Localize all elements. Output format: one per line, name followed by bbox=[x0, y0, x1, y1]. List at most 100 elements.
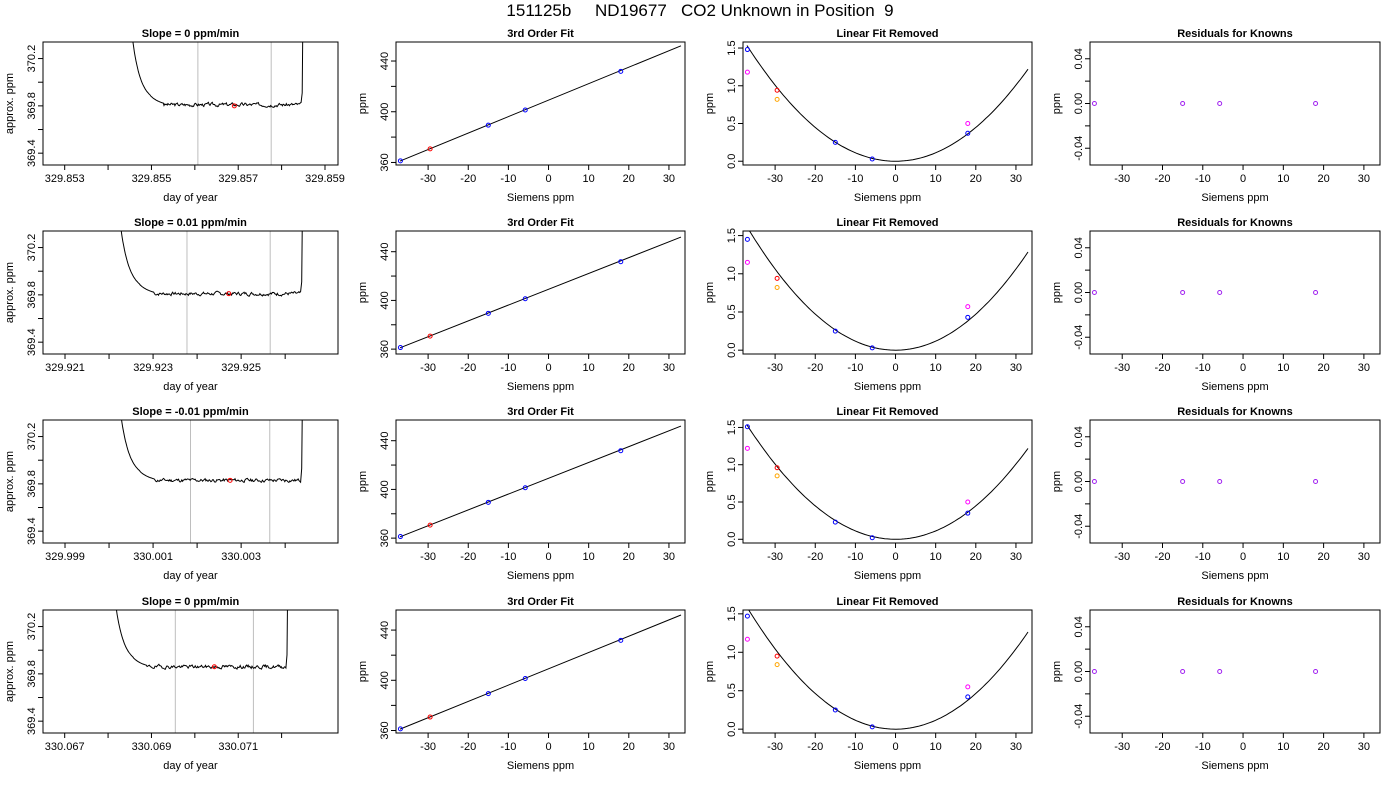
x-axis: -30 -20 -10 0 10 20 30 bbox=[767, 165, 1022, 185]
standard-point bbox=[522, 485, 528, 491]
x-axis: -30 -20 -10 0 10 20 30 bbox=[767, 733, 1022, 753]
axes-frame bbox=[395, 419, 686, 544]
y-axis: 369.4 369.8 370.2 bbox=[26, 613, 43, 735]
unknown-red-point bbox=[774, 465, 780, 471]
x-tick-label: 30 bbox=[663, 551, 675, 563]
standard-point bbox=[618, 448, 624, 454]
x-tick-label: -30 bbox=[1114, 551, 1130, 563]
x-tick-label: 0 bbox=[1240, 362, 1246, 374]
unknown-point bbox=[427, 522, 433, 528]
y-axis-label: approx. ppm bbox=[4, 641, 16, 702]
x-tick-label: 20 bbox=[623, 551, 635, 563]
x-axis-label: Siemens ppm bbox=[854, 381, 921, 393]
unknown-point bbox=[427, 714, 433, 720]
x-tick-label: -20 bbox=[807, 362, 823, 374]
magenta-point bbox=[744, 69, 750, 75]
x-tick-label: 0 bbox=[545, 741, 551, 753]
x-tick-label: -10 bbox=[847, 173, 863, 185]
y-axis-label: ppm bbox=[704, 471, 716, 492]
residual-point bbox=[1180, 101, 1186, 106]
y-tick-label: 1.0 bbox=[726, 78, 738, 93]
plot-area bbox=[121, 420, 303, 543]
axes-frame bbox=[1089, 609, 1381, 734]
y-tick-label: 0.0 bbox=[726, 722, 738, 737]
x-tick-label: -20 bbox=[1155, 362, 1171, 374]
axes-frame bbox=[1089, 41, 1381, 166]
y-axis-label: approx. ppm bbox=[4, 73, 16, 134]
x-axis: -30 -20 -10 0 10 20 30 bbox=[767, 543, 1022, 563]
residual-point bbox=[1091, 669, 1097, 674]
x-tick-label: 20 bbox=[970, 362, 982, 374]
quadratic-curve bbox=[748, 231, 1029, 351]
x-tick-label: 330.003 bbox=[221, 551, 261, 563]
x-axis: -30 -20 -10 0 10 20 30 bbox=[420, 165, 675, 185]
standard-point bbox=[485, 691, 491, 697]
plot-area bbox=[744, 610, 1029, 730]
plot-area bbox=[120, 231, 303, 354]
plot-area bbox=[1091, 290, 1319, 295]
average-point bbox=[211, 664, 217, 670]
x-axis: -30 -20 -10 0 10 20 30 bbox=[420, 543, 675, 563]
y-tick-label: 360 bbox=[379, 153, 391, 171]
x-tick-label: -30 bbox=[1114, 173, 1130, 185]
y-axis-label: ppm bbox=[1051, 93, 1063, 114]
standard-point bbox=[869, 156, 875, 162]
x-axis-label: Siemens ppm bbox=[507, 760, 574, 772]
x-tick-label: 0 bbox=[1240, 173, 1246, 185]
x-tick-label: 20 bbox=[970, 551, 982, 563]
standard-point bbox=[397, 534, 403, 540]
standard-point bbox=[869, 724, 875, 730]
y-axis: 0.0 0.5 1.0 1.5 bbox=[726, 228, 743, 358]
x-tick-label: -10 bbox=[500, 362, 516, 374]
page-title: 151125b ND19677 CO2 Unknown in Position … bbox=[506, 1, 894, 20]
x-axis-label: day of year bbox=[163, 381, 218, 393]
x-axis-label: Siemens ppm bbox=[1201, 381, 1268, 393]
x-tick-label: 20 bbox=[623, 173, 635, 185]
x-tick-label: 329.853 bbox=[45, 173, 85, 185]
panel-linear-fit-removed-row3: Linear Fit Removed -30 -20 -10 0 10 20 30 Siemen… bbox=[704, 406, 1033, 582]
x-tick-label: 20 bbox=[970, 741, 982, 753]
y-tick-label: -0.04 bbox=[1073, 704, 1085, 729]
y-axis-label: ppm bbox=[704, 93, 716, 114]
y-axis-label: ppm bbox=[704, 282, 716, 303]
x-tick-label: 30 bbox=[663, 362, 675, 374]
axes-frame bbox=[742, 609, 1033, 734]
standard-point bbox=[618, 259, 624, 265]
magenta-point bbox=[744, 636, 750, 642]
x-tick-label: 0 bbox=[545, 173, 551, 185]
axes-frame bbox=[42, 609, 339, 734]
x-axis-label: Siemens ppm bbox=[1201, 192, 1268, 204]
x-tick-label: 30 bbox=[1358, 173, 1370, 185]
y-tick-label: 1.5 bbox=[726, 40, 738, 55]
axes-frame bbox=[395, 230, 686, 355]
y-tick-label: 0.0 bbox=[726, 532, 738, 547]
average-point bbox=[226, 291, 232, 297]
residual-point bbox=[1313, 290, 1319, 295]
residual-point bbox=[1313, 669, 1319, 674]
standard-point bbox=[618, 68, 624, 74]
unknown-point bbox=[427, 146, 433, 152]
y-axis-label: ppm bbox=[357, 661, 369, 682]
y-axis-label: approx. ppm bbox=[4, 451, 16, 512]
panel-title: Residuals for Knowns bbox=[1177, 406, 1293, 418]
y-axis: 369.4 369.8 370.2 bbox=[26, 423, 43, 545]
x-axis-label: day of year bbox=[163, 192, 218, 204]
x-axis: -30 -20 -10 0 10 20 30 bbox=[1114, 165, 1370, 185]
x-axis-label: Siemens ppm bbox=[507, 381, 574, 393]
x-axis: 329.853 329.855 329.857 329.859 bbox=[45, 165, 345, 185]
x-tick-label: -20 bbox=[460, 551, 476, 563]
x-axis-label: Siemens ppm bbox=[507, 192, 574, 204]
x-tick-label: -20 bbox=[807, 173, 823, 185]
x-tick-label: -10 bbox=[1195, 741, 1211, 753]
axes-frame bbox=[395, 609, 686, 734]
x-tick-label: 329.999 bbox=[45, 551, 85, 563]
x-tick-label: 0 bbox=[892, 362, 898, 374]
panel-third-order-fit-row3: 3rd Order Fit -30 -20 -10 0 10 20 30 Siemens ppm… bbox=[357, 406, 686, 582]
standard-point bbox=[744, 613, 750, 619]
x-tick-label: 10 bbox=[583, 362, 595, 374]
y-tick-label: 440 bbox=[379, 432, 391, 450]
y-axis: -0.04 0.00 0.04 bbox=[1073, 48, 1090, 161]
axes-frame bbox=[395, 41, 686, 166]
x-axis: -30 -20 -10 0 10 20 30 bbox=[420, 733, 675, 753]
